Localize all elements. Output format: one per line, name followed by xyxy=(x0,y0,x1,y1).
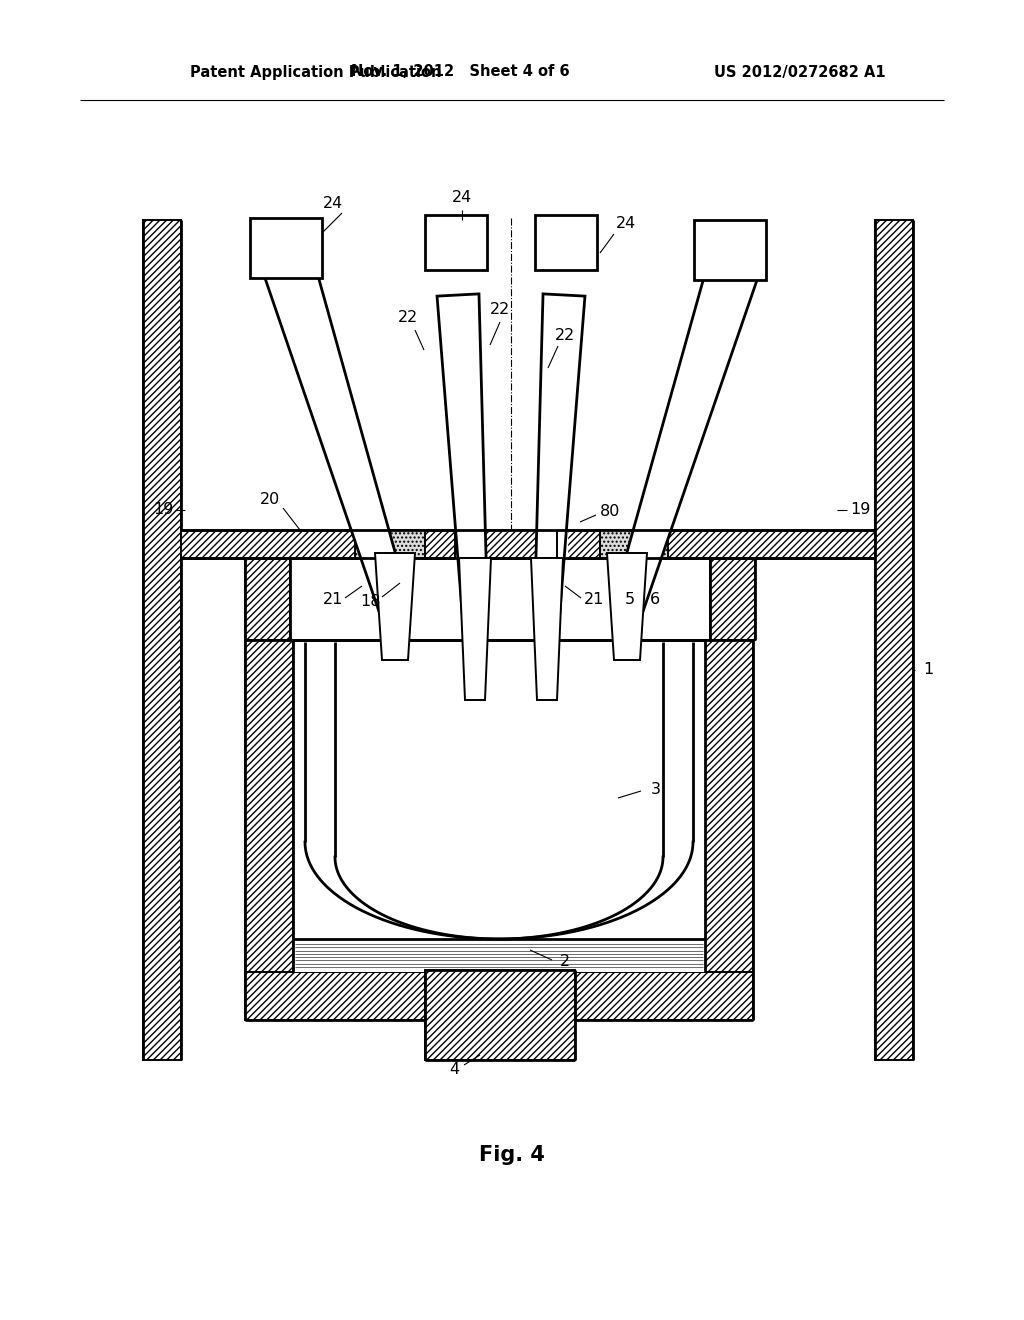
Polygon shape xyxy=(459,558,490,700)
Polygon shape xyxy=(705,640,753,1020)
Text: US 2012/0272682 A1: US 2012/0272682 A1 xyxy=(714,65,886,79)
Text: 21: 21 xyxy=(323,593,343,607)
Text: 5: 5 xyxy=(625,593,635,607)
Polygon shape xyxy=(710,558,755,640)
Polygon shape xyxy=(245,972,753,1020)
Text: Nov. 1, 2012   Sheet 4 of 6: Nov. 1, 2012 Sheet 4 of 6 xyxy=(350,65,569,79)
Polygon shape xyxy=(535,294,585,615)
Text: 4: 4 xyxy=(449,1063,459,1077)
Text: 21: 21 xyxy=(584,593,604,607)
Polygon shape xyxy=(535,215,597,271)
Polygon shape xyxy=(455,529,477,558)
Text: 22: 22 xyxy=(398,310,418,326)
Polygon shape xyxy=(181,531,874,558)
Polygon shape xyxy=(293,939,705,972)
Text: 18: 18 xyxy=(359,594,380,610)
Polygon shape xyxy=(531,558,563,700)
Text: 20: 20 xyxy=(260,492,281,507)
Polygon shape xyxy=(355,531,425,558)
Text: Patent Application Publication: Patent Application Publication xyxy=(190,65,441,79)
Text: 22: 22 xyxy=(555,327,575,342)
Polygon shape xyxy=(425,215,487,271)
Polygon shape xyxy=(612,263,758,615)
Polygon shape xyxy=(375,553,415,660)
Text: Fig. 4: Fig. 4 xyxy=(479,1144,545,1166)
Polygon shape xyxy=(455,531,557,558)
Polygon shape xyxy=(360,529,415,558)
Polygon shape xyxy=(335,857,663,939)
Polygon shape xyxy=(143,220,181,1060)
Text: 24: 24 xyxy=(323,195,343,210)
Text: 24: 24 xyxy=(452,190,472,206)
Text: 2: 2 xyxy=(560,954,570,969)
Text: 19: 19 xyxy=(850,503,870,517)
Text: 22: 22 xyxy=(489,302,510,318)
Polygon shape xyxy=(600,531,668,558)
Polygon shape xyxy=(694,220,766,280)
Polygon shape xyxy=(874,220,913,1060)
Text: 1: 1 xyxy=(923,663,933,677)
Polygon shape xyxy=(545,529,567,558)
Polygon shape xyxy=(250,218,322,279)
Text: 6: 6 xyxy=(650,593,660,607)
Text: 24: 24 xyxy=(615,216,636,231)
Polygon shape xyxy=(425,970,575,1060)
Polygon shape xyxy=(437,294,487,615)
Polygon shape xyxy=(607,553,647,660)
Polygon shape xyxy=(293,640,705,972)
Polygon shape xyxy=(245,558,290,640)
Polygon shape xyxy=(263,257,410,615)
Text: 19: 19 xyxy=(153,503,173,517)
Polygon shape xyxy=(607,529,662,558)
Polygon shape xyxy=(245,640,293,1020)
Text: 3: 3 xyxy=(651,783,662,797)
Text: 80: 80 xyxy=(600,504,621,520)
